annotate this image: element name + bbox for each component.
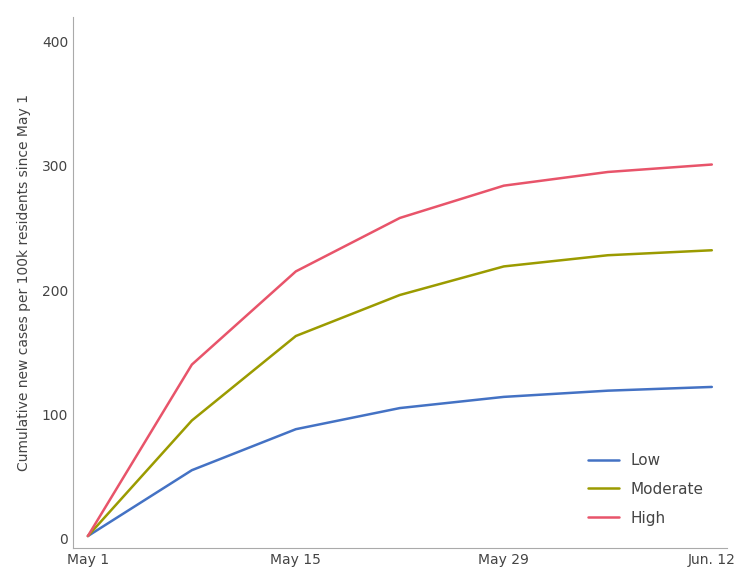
Line: Moderate: Moderate [88,251,712,536]
Y-axis label: Cumulative new cases per 100k residents since May 1: Cumulative new cases per 100k residents … [17,94,31,471]
Moderate [395,291,404,298]
High [707,161,716,168]
Legend: Low, Moderate, High: Low, Moderate, High [573,438,719,541]
Moderate [499,263,508,270]
Low [395,405,404,412]
Moderate [84,533,93,540]
High [499,182,508,189]
Low [603,387,612,394]
Low [291,426,300,433]
High [84,533,93,540]
Line: Low: Low [88,387,712,536]
Low [499,394,508,401]
Moderate [187,417,196,424]
Low [84,533,93,540]
Moderate [291,332,300,339]
High [291,268,300,275]
Line: High: High [88,165,712,536]
High [395,214,404,221]
Moderate [707,247,716,254]
High [187,361,196,368]
Moderate [603,252,612,259]
Low [187,467,196,474]
Low [707,384,716,391]
High [603,168,612,175]
